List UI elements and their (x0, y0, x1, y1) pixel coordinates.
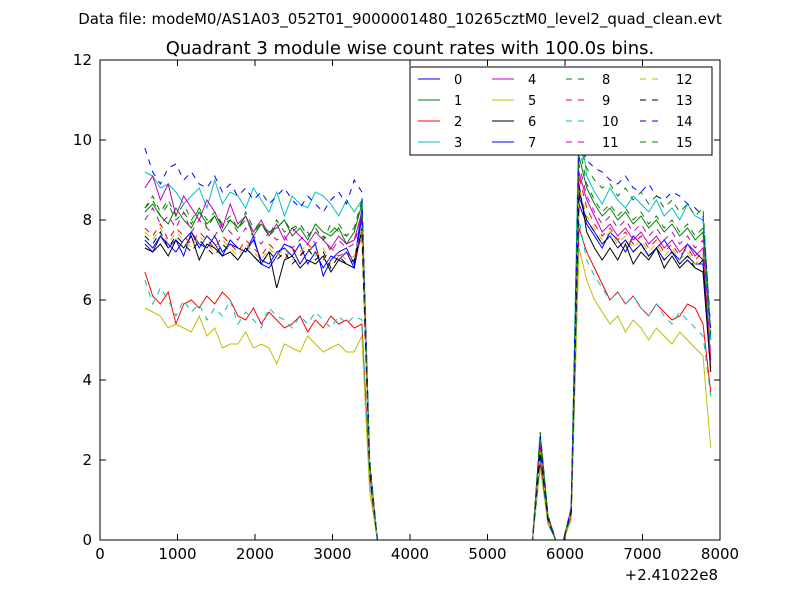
legend-label-0: 0 (454, 73, 462, 88)
legend-label-9: 9 (602, 94, 610, 109)
legend-label-14: 14 (676, 115, 693, 130)
y-tick-label: 6 (82, 291, 92, 309)
legend-label-3: 3 (454, 136, 462, 151)
x-tick-label: 7000 (623, 545, 661, 563)
series-line-14 (144, 139, 712, 541)
legend-label-6: 6 (528, 115, 536, 130)
series-line-10 (144, 219, 712, 541)
y-tick-label: 2 (82, 451, 92, 469)
legend-label-5: 5 (528, 94, 536, 109)
chart-title: Quadrant 3 module wise count rates with … (166, 38, 655, 59)
x-tick-label: 1000 (158, 545, 196, 563)
legend-label-7: 7 (528, 136, 536, 151)
legend-label-10: 10 (602, 115, 619, 130)
axis-layer: 0 1000 2000 3000 4000 5000 6000 7000 80000246810… (73, 51, 739, 563)
legend-label-11: 11 (602, 136, 619, 151)
series-layer (144, 111, 712, 541)
x-tick-label: 4000 (391, 545, 429, 563)
series-line-1 (144, 155, 712, 541)
x-tick-label: 6000 (546, 545, 584, 563)
legend-label-1: 1 (454, 94, 462, 109)
figure-suptitle: Data file: modeM0/AS1A03_052T01_90000014… (78, 10, 722, 29)
legend-label-2: 2 (454, 115, 462, 130)
x-tick-label: 0 (95, 545, 105, 563)
series-line-11 (144, 163, 712, 541)
series-line-13 (144, 191, 712, 541)
legend-label-15: 15 (676, 136, 693, 151)
y-tick-label: 10 (73, 131, 92, 149)
legend-label-13: 13 (676, 94, 693, 109)
y-tick-label: 12 (73, 51, 92, 69)
x-tick-label: 5000 (468, 545, 506, 563)
series-line-3 (144, 111, 712, 541)
x-tick-label: 8000 (701, 545, 739, 563)
x-tick-label: 2000 (236, 545, 274, 563)
legend-box (409, 66, 713, 156)
y-tick-label: 4 (82, 371, 92, 389)
legend-label-8: 8 (602, 73, 610, 88)
legend-label-4: 4 (528, 73, 536, 88)
series-line-12 (144, 187, 712, 541)
legend-label-12: 12 (676, 73, 693, 88)
series-line-9 (144, 175, 712, 541)
series-line-15 (144, 143, 712, 541)
x-offset-label: +2.41022e8 (625, 566, 718, 584)
y-tick-label: 8 (82, 211, 92, 229)
x-tick-label: 3000 (313, 545, 351, 563)
series-line-5 (144, 247, 712, 541)
y-tick-label: 0 (82, 531, 92, 549)
